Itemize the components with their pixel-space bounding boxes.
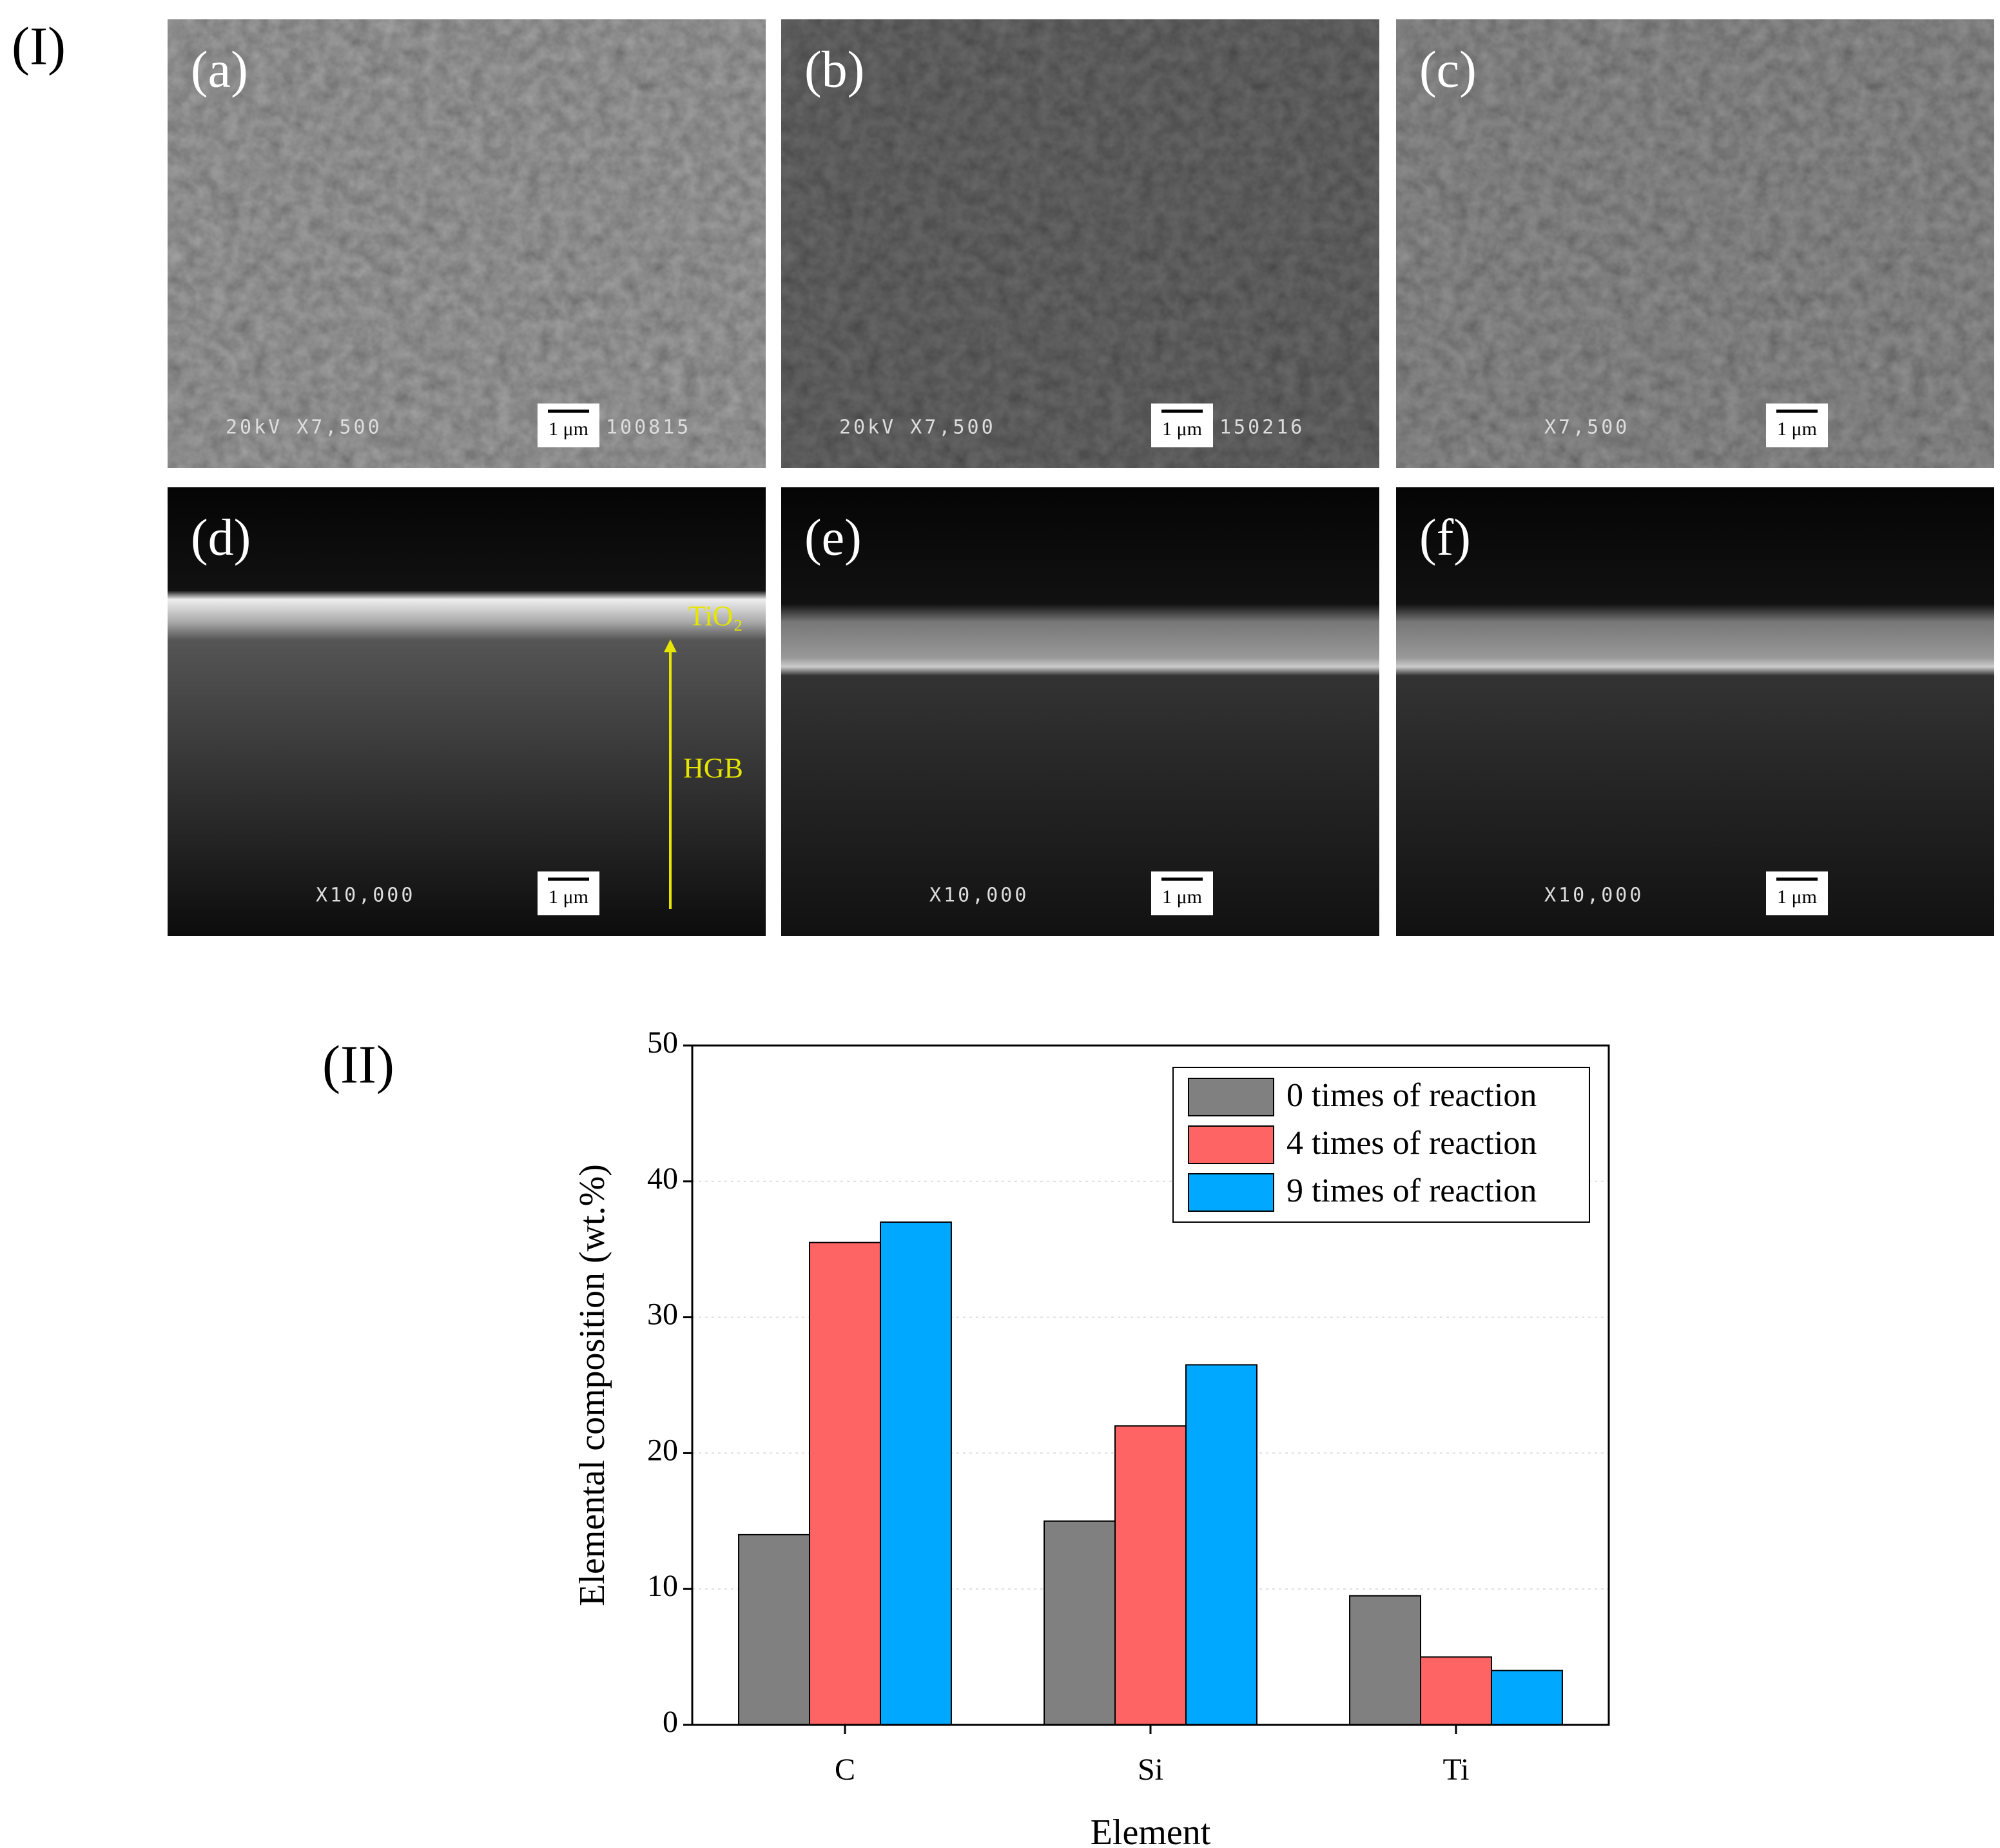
- instrument-info: X7,500: [1544, 416, 1629, 439]
- bar: [1114, 1425, 1187, 1726]
- instrument-info: X10,000: [316, 884, 415, 907]
- bar: [879, 1221, 952, 1726]
- sem-image: [168, 487, 766, 936]
- sem-panel: (e) X10,000 1 μm: [781, 487, 1379, 936]
- panel-label: (d): [191, 509, 251, 566]
- panel-label: (b): [804, 41, 864, 98]
- plot-frame: [691, 1044, 1610, 1726]
- bar: [1420, 1656, 1492, 1726]
- bar: [738, 1533, 811, 1726]
- scale-label: 1 μm: [549, 418, 588, 440]
- y-tick-label: 40: [647, 1162, 678, 1196]
- panel-label: (a): [191, 41, 248, 98]
- sem-image: [168, 19, 766, 468]
- instrument-info: X10,000: [1544, 884, 1644, 907]
- annotation: HGB: [683, 752, 743, 784]
- x-tick-label: C: [835, 1753, 855, 1787]
- legend-swatch: [1188, 1078, 1274, 1116]
- sem-image: [781, 487, 1379, 936]
- scale-label: 1 μm: [1162, 886, 1202, 908]
- sem-panel: (f) X10,000 1 μm: [1396, 487, 1994, 936]
- instrument-info: 20kV X7,500: [226, 416, 382, 439]
- panel-label: (c): [1419, 41, 1477, 98]
- sem-panel: (c) X7,500 1 μm: [1396, 19, 1994, 468]
- arrowhead: [664, 639, 677, 652]
- sem-images: (a) 20kV X7,500 100815 1 μm (b) 20kV X7,500 15…: [168, 19, 1994, 936]
- y-tick-label: 50: [647, 1026, 678, 1060]
- image-code: 100815: [606, 416, 691, 439]
- legend-swatch: [1188, 1125, 1274, 1164]
- sem-image: [781, 19, 1379, 468]
- y-tick-label: 20: [647, 1433, 678, 1467]
- sem-panel: (d) X10,000 1 μm TiO₂ HGB: [168, 487, 766, 936]
- legend-swatch: [1188, 1173, 1274, 1212]
- scale-label: 1 μm: [1162, 418, 1202, 440]
- y-tick-label: 0: [663, 1705, 678, 1739]
- x-tick-label: Ti: [1443, 1753, 1470, 1787]
- sem-panel: (a) 20kV X7,500 100815 1 μm: [168, 19, 766, 468]
- figure-label: (II): [322, 1035, 394, 1094]
- sem-image: [1396, 19, 1994, 468]
- panel-label: (e): [804, 509, 862, 566]
- bar: [1044, 1520, 1116, 1726]
- annotation: TiO₂: [688, 600, 743, 632]
- figure-label: (I): [12, 16, 66, 76]
- legend-label: 4 times of reaction: [1286, 1125, 1537, 1162]
- scale-label: 1 μm: [1777, 886, 1817, 908]
- panel-label: (f): [1419, 509, 1471, 566]
- x-axis-label: Element: [1091, 1813, 1211, 1848]
- y-tick-label: 10: [647, 1569, 678, 1603]
- instrument-info: X10,000: [929, 884, 1029, 907]
- bar: [1349, 1595, 1422, 1726]
- scale-label: 1 μm: [1777, 418, 1817, 440]
- instrument-info: 20kV X7,500: [839, 416, 996, 439]
- bar: [809, 1241, 881, 1726]
- legend-label: 9 times of reaction: [1286, 1172, 1537, 1209]
- sem-panel: (b) 20kV X7,500 150216 1 μm: [781, 19, 1379, 468]
- x-tick-label: Si: [1138, 1753, 1163, 1787]
- y-tick-label: 30: [647, 1298, 678, 1332]
- legend-label: 0 times of reaction: [1286, 1077, 1537, 1114]
- y-axis-label: Elemental composition (wt.%): [572, 1164, 612, 1606]
- image-code: 150216: [1219, 416, 1305, 439]
- bar: [1490, 1669, 1563, 1726]
- bar-chart: 0 10 20 30 40 50 C Si Ti Element Elemental composi…: [572, 1026, 1610, 1848]
- sem-image: [1396, 487, 1994, 936]
- scale-label: 1 μm: [549, 886, 588, 908]
- bar: [1185, 1364, 1257, 1726]
